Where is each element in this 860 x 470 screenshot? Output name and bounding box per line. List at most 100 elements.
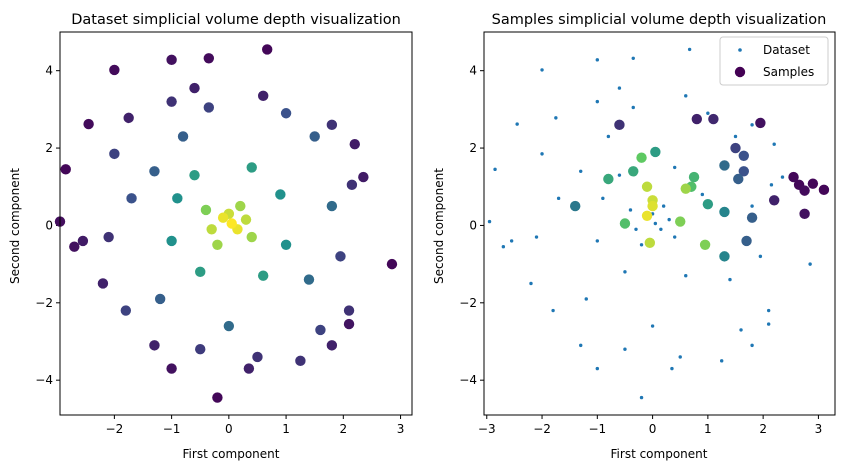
- dataset-depth-point: [246, 162, 257, 173]
- left-y-tick-label: 0: [45, 218, 53, 232]
- dataset-point: [687, 47, 692, 52]
- right-y-tick-label: 0: [469, 218, 477, 232]
- dataset-point: [584, 297, 588, 301]
- dataset-point: [595, 366, 600, 371]
- sample-point: [699, 239, 711, 250]
- sample-point: [619, 218, 631, 229]
- dataset-point: [733, 134, 738, 139]
- dataset-depth-point: [166, 54, 177, 66]
- dataset-depth-point: [126, 193, 137, 204]
- sample-point: [688, 171, 700, 183]
- dataset-point: [750, 204, 754, 208]
- dataset-point: [554, 116, 558, 120]
- sample-point: [603, 173, 614, 185]
- right-chart-title: Samples simplicial volume depth visualiz…: [492, 12, 827, 28]
- dataset-depth-point: [189, 169, 200, 181]
- dataset-depth-point: [257, 90, 269, 102]
- dataset-point: [623, 270, 627, 274]
- left-x-tick-label: −1: [163, 422, 181, 436]
- dataset-point: [684, 94, 688, 98]
- left-y-tick-label: −4: [35, 373, 53, 387]
- left-x-axis-label: First component: [183, 447, 280, 461]
- sample-point: [746, 212, 758, 223]
- dataset-depth-point: [109, 64, 120, 76]
- dataset-depth-point: [326, 200, 338, 212]
- dataset-point: [595, 99, 600, 104]
- dataset-depth-point: [315, 324, 326, 336]
- dataset-point: [631, 56, 635, 61]
- dataset-depth-point: [343, 318, 355, 330]
- sample-point: [636, 152, 647, 163]
- sample-point: [719, 251, 730, 262]
- dataset-depth-point: [226, 218, 237, 229]
- left-x-tick-label: 0: [225, 422, 233, 436]
- dataset-depth-point: [212, 239, 223, 250]
- sample-point: [719, 160, 730, 171]
- dataset-point: [501, 245, 506, 249]
- sample-point: [647, 200, 658, 212]
- dataset-point: [493, 167, 497, 172]
- sample-point: [570, 200, 581, 212]
- dataset-depth-point: [343, 305, 355, 316]
- dataset-depth-point: [189, 82, 200, 94]
- sample-point: [818, 184, 830, 196]
- right-x-axis-label: First component: [611, 447, 708, 461]
- dataset-depth-point: [309, 131, 320, 142]
- sample-point: [741, 235, 752, 247]
- dataset-depth-point: [149, 340, 160, 351]
- dataset-point: [551, 308, 555, 313]
- dataset-point: [601, 196, 605, 201]
- dataset-depth-point: [358, 171, 369, 183]
- dataset-point: [617, 173, 622, 177]
- dataset-point: [653, 221, 658, 226]
- dataset-point: [579, 343, 583, 348]
- dataset-depth-point: [261, 44, 273, 55]
- dataset-point: [739, 328, 743, 332]
- right-x-tick-label: 3: [815, 422, 823, 436]
- dataset-depth-point: [235, 200, 246, 212]
- sample-point: [738, 166, 749, 177]
- dataset-point: [670, 366, 674, 371]
- dataset-point: [606, 134, 611, 139]
- dataset-depth-point: [257, 270, 269, 281]
- dataset-depth-point: [217, 212, 229, 223]
- left-y-axis-label: Second component: [8, 168, 22, 284]
- dataset-point: [706, 111, 710, 115]
- dataset-depth-point: [346, 179, 358, 191]
- dataset-point: [769, 183, 774, 187]
- dataset-point: [678, 355, 682, 359]
- dataset-point: [808, 262, 812, 266]
- right-x-tick-label: −3: [478, 422, 496, 436]
- sample-point: [738, 150, 749, 161]
- dataset-depth-point: [240, 214, 252, 225]
- right-y-tick-label: 2: [469, 141, 477, 155]
- sample-point: [730, 142, 741, 154]
- right-axes-frame: [483, 31, 836, 416]
- dataset-depth-point: [195, 344, 206, 355]
- dataset-depth-point: [203, 53, 215, 64]
- sample-point: [733, 173, 744, 185]
- dataset-point: [780, 175, 785, 179]
- sample-point: [755, 117, 766, 129]
- sample-point: [788, 171, 799, 183]
- sample-point: [799, 185, 810, 196]
- sample-point: [641, 210, 653, 221]
- sample-point: [628, 166, 639, 177]
- dataset-point: [579, 169, 583, 173]
- dataset-depth-point: [246, 231, 257, 243]
- dataset-depth-point: [195, 266, 206, 278]
- legend-dataset-label: Dataset: [763, 43, 810, 57]
- dataset-depth-point: [77, 235, 89, 247]
- dataset-point: [617, 86, 622, 90]
- legend-samples-marker: [734, 66, 746, 78]
- sample-point: [807, 178, 819, 189]
- dataset-depth-point: [120, 305, 132, 316]
- dataset-depth-point: [326, 119, 338, 131]
- dataset-point: [534, 235, 539, 239]
- dataset-depth-point: [280, 108, 292, 119]
- sample-point: [702, 198, 714, 210]
- dataset-point: [758, 254, 763, 259]
- sample-point: [799, 208, 810, 220]
- dataset-depth-point: [386, 258, 398, 270]
- left-scatter-points: [54, 44, 398, 403]
